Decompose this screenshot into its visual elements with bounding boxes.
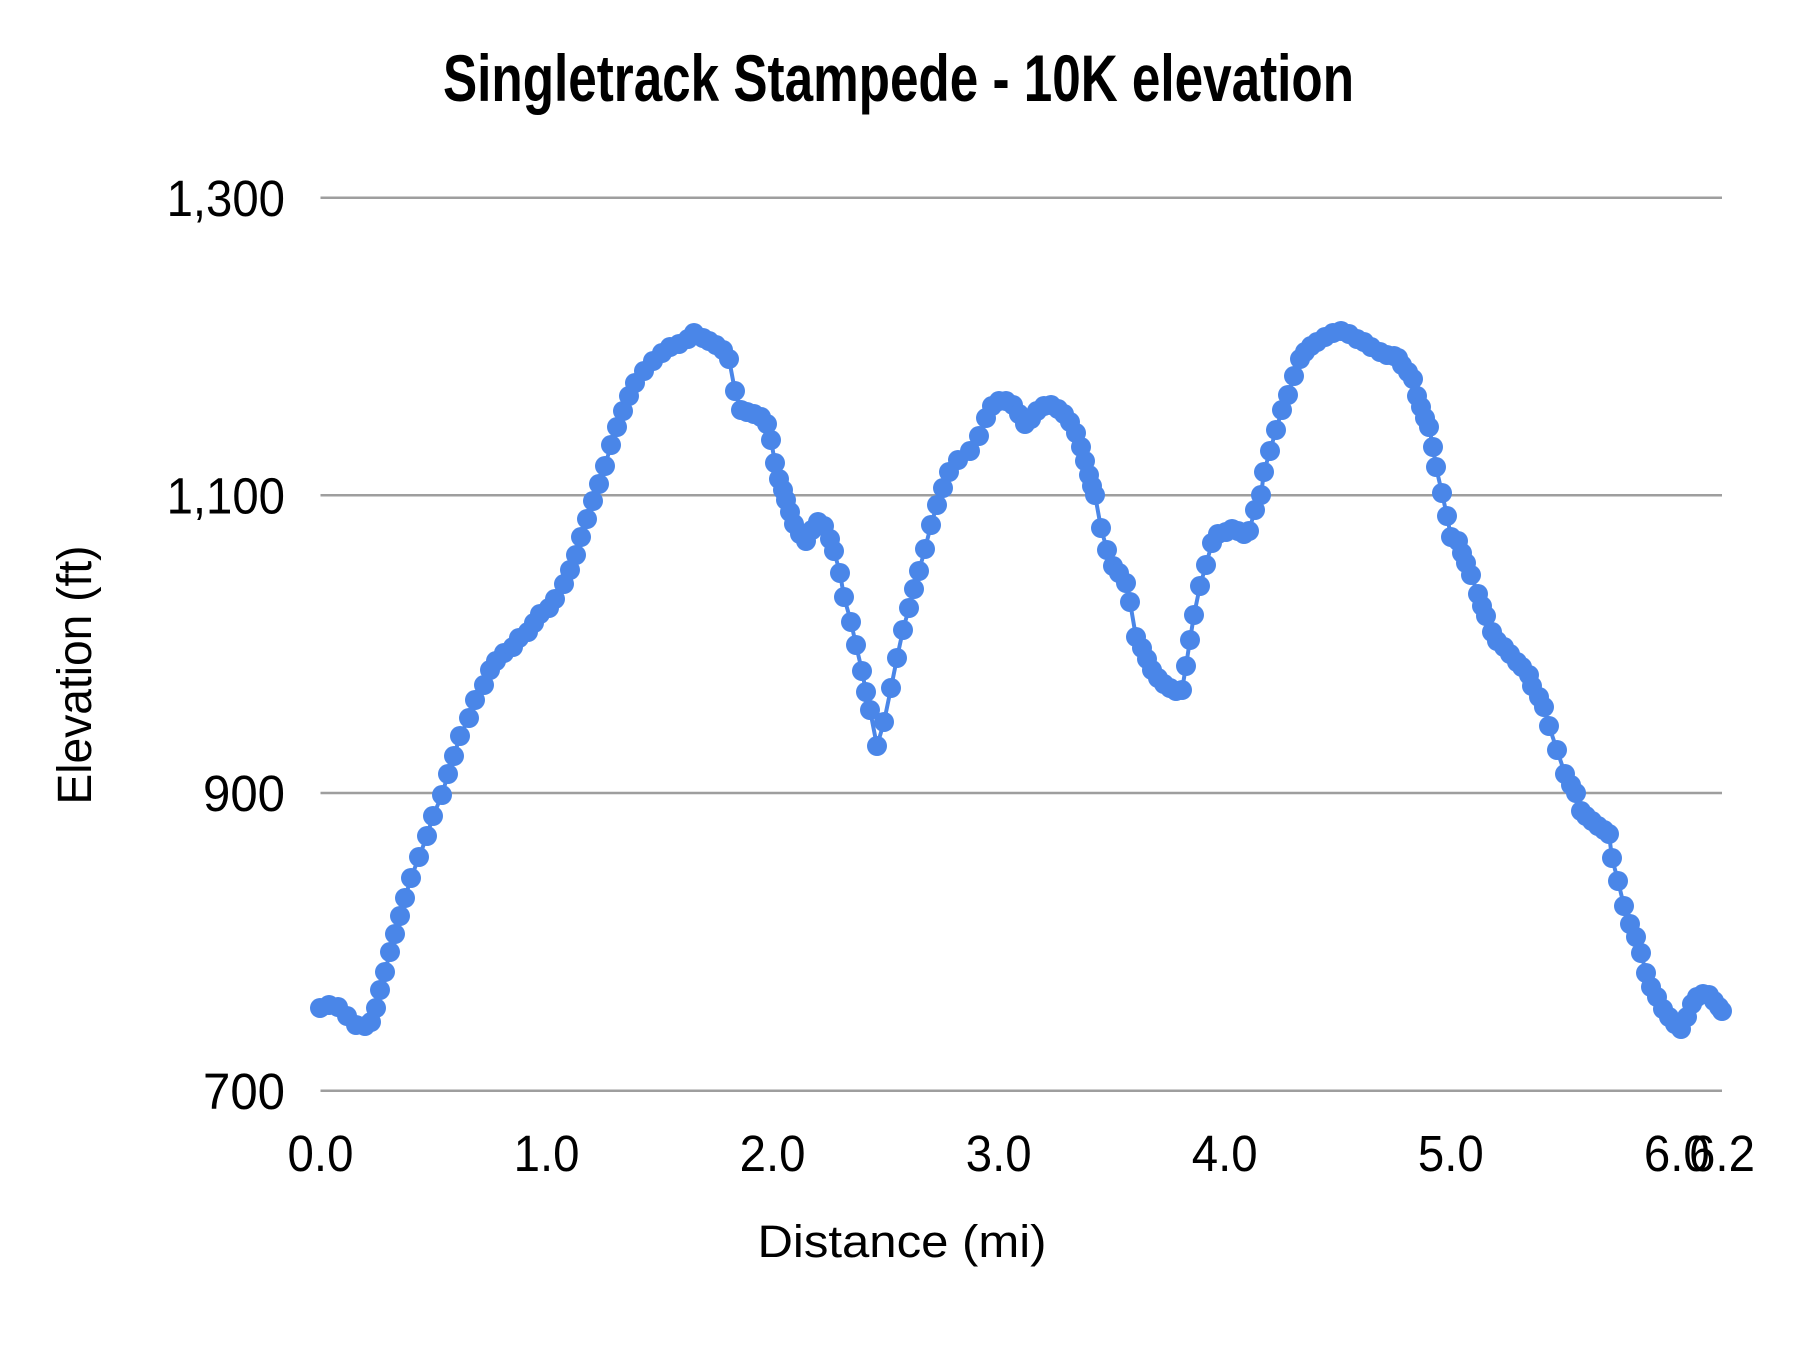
svg-text:1.0: 1.0 [514, 1125, 580, 1182]
svg-text:0.0: 0.0 [288, 1125, 354, 1182]
svg-text:1,300: 1,300 [167, 170, 285, 227]
svg-text:3.0: 3.0 [966, 1125, 1032, 1182]
svg-text:2.0: 2.0 [740, 1125, 806, 1182]
svg-text:5.0: 5.0 [1418, 1125, 1484, 1182]
svg-text:1,100: 1,100 [167, 467, 285, 524]
svg-text:900: 900 [203, 765, 285, 822]
svg-text:4.0: 4.0 [1192, 1125, 1258, 1182]
svg-text:Singletrack Stampede - 10K ele: Singletrack Stampede - 10K elevation [443, 41, 1354, 115]
svg-text:6.2: 6.2 [1689, 1125, 1755, 1182]
svg-text:700: 700 [203, 1063, 285, 1120]
svg-text:6.0: 6.0 [1644, 1125, 1710, 1182]
svg-text:Elevation (ft): Elevation (ft) [49, 546, 102, 805]
svg-text:Distance (mi): Distance (mi) [758, 1216, 1047, 1267]
